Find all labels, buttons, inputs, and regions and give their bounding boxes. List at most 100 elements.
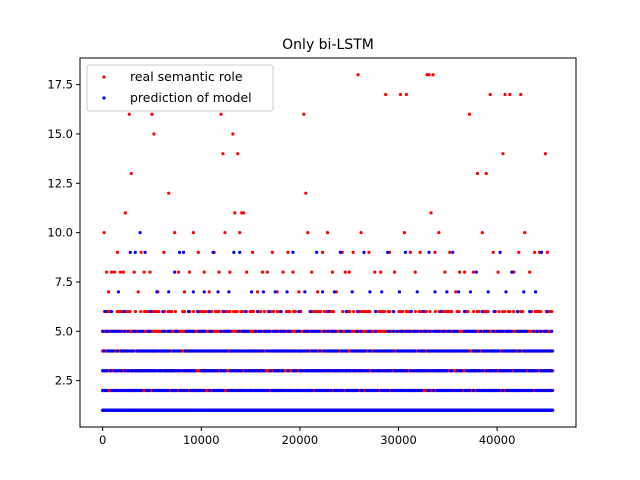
point-prediction-of-model	[429, 369, 433, 373]
point-prediction-of-model	[424, 329, 428, 333]
point-prediction-of-model	[386, 388, 390, 393]
point-real-semantic-role	[511, 309, 516, 314]
point-prediction-of-model	[356, 309, 360, 314]
point-prediction-of-model	[451, 250, 455, 254]
point-prediction-of-model	[116, 290, 121, 294]
point-prediction-of-model	[267, 349, 271, 353]
point-prediction-of-model	[306, 329, 310, 333]
point-prediction-of-model	[213, 388, 217, 393]
point-prediction-of-model	[445, 290, 449, 294]
point-real-semantic-role	[502, 309, 507, 314]
point-prediction-of-model	[297, 309, 301, 314]
point-prediction-of-model	[245, 388, 249, 393]
point-prediction-of-model	[373, 349, 377, 353]
point-prediction-of-model	[175, 329, 179, 333]
point-prediction-of-model	[106, 329, 110, 333]
point-real-semantic-role	[221, 152, 225, 156]
point-prediction-of-model	[148, 329, 152, 333]
point-real-semantic-role	[204, 309, 208, 314]
point-prediction-of-model	[366, 369, 370, 373]
point-prediction-of-model	[246, 329, 250, 333]
point-prediction-of-model	[427, 388, 431, 393]
point-prediction-of-model	[119, 369, 123, 373]
point-prediction-of-model	[458, 349, 462, 353]
point-real-semantic-role	[392, 270, 397, 274]
point-prediction-of-model	[450, 369, 454, 373]
point-prediction-of-model	[497, 349, 501, 353]
point-prediction-of-model	[259, 329, 263, 333]
point-real-semantic-role	[102, 231, 106, 235]
point-real-semantic-role	[207, 290, 211, 294]
point-real-semantic-role	[330, 270, 335, 274]
point-prediction-of-model	[518, 388, 522, 393]
legend-label-real: real semantic role	[130, 69, 243, 84]
point-prediction-of-model	[210, 329, 214, 333]
point-prediction-of-model	[234, 369, 238, 373]
point-prediction-of-model	[329, 388, 333, 393]
point-prediction-of-model	[375, 388, 379, 393]
point-prediction-of-model	[423, 369, 427, 373]
point-prediction-of-model	[194, 349, 198, 353]
point-prediction-of-model	[441, 388, 445, 393]
point-prediction-of-model	[375, 349, 379, 353]
point-prediction-of-model	[299, 388, 303, 393]
point-prediction-of-model	[417, 349, 421, 353]
point-real-semantic-role	[497, 309, 501, 314]
point-prediction-of-model	[183, 349, 187, 353]
point-prediction-of-model	[149, 309, 153, 314]
point-prediction-of-model	[123, 369, 127, 373]
point-prediction-of-model	[359, 329, 363, 333]
point-prediction-of-model	[151, 388, 155, 393]
point-prediction-of-model	[426, 369, 430, 373]
point-prediction-of-model	[162, 329, 167, 333]
point-prediction-of-model	[211, 250, 215, 254]
point-real-semantic-role	[480, 231, 484, 235]
point-prediction-of-model	[277, 369, 281, 373]
point-prediction-of-model	[445, 369, 449, 373]
point-prediction-of-model	[326, 329, 330, 333]
point-real-semantic-role	[517, 250, 521, 254]
point-prediction-of-model	[177, 369, 181, 373]
point-real-semantic-role	[173, 309, 178, 314]
point-prediction-of-model	[162, 388, 166, 393]
point-prediction-of-model	[193, 369, 197, 373]
point-prediction-of-model	[507, 388, 511, 393]
point-prediction-of-model	[155, 290, 159, 294]
point-real-semantic-role	[202, 270, 206, 274]
point-prediction-of-model	[297, 329, 301, 333]
point-prediction-of-model	[550, 349, 554, 353]
point-prediction-of-model	[139, 388, 143, 393]
point-prediction-of-model	[294, 349, 298, 353]
point-prediction-of-model	[533, 290, 538, 294]
point-prediction-of-model	[303, 290, 307, 294]
point-prediction-of-model	[109, 309, 114, 314]
point-prediction-of-model	[486, 290, 490, 294]
point-prediction-of-model	[133, 329, 138, 333]
point-real-semantic-role	[262, 309, 267, 314]
point-real-semantic-role	[448, 250, 452, 254]
point-prediction-of-model	[133, 250, 137, 254]
point-real-semantic-role	[427, 73, 431, 77]
point-prediction-of-model	[369, 349, 373, 353]
point-prediction-of-model	[122, 329, 127, 333]
point-prediction-of-model	[266, 388, 270, 393]
point-real-semantic-role	[162, 250, 166, 254]
point-prediction-of-model	[265, 349, 269, 353]
point-prediction-of-model	[128, 250, 132, 254]
point-real-semantic-role	[348, 309, 352, 314]
point-prediction-of-model	[232, 250, 236, 254]
point-real-semantic-role	[521, 309, 525, 314]
point-prediction-of-model	[233, 388, 237, 393]
point-real-semantic-role	[152, 132, 156, 136]
point-prediction-of-model	[479, 329, 483, 333]
point-prediction-of-model	[306, 349, 310, 353]
point-prediction-of-model	[209, 349, 213, 353]
point-prediction-of-model	[249, 290, 254, 294]
point-real-semantic-role	[428, 309, 432, 314]
point-prediction-of-model	[455, 369, 459, 373]
point-prediction-of-model	[415, 290, 419, 294]
point-real-semantic-role	[501, 152, 505, 156]
point-prediction-of-model	[126, 349, 130, 353]
point-real-semantic-role	[351, 309, 356, 314]
point-prediction-of-model	[516, 309, 520, 314]
